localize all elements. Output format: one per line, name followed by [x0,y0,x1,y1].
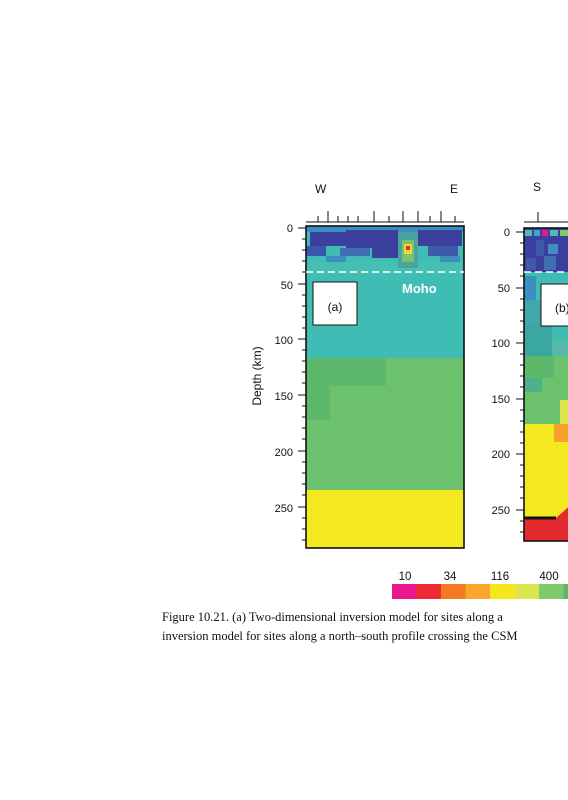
panel-b-south-label: S [533,180,541,194]
colorbar-swatch [441,584,466,599]
colorbar-swatch [465,584,491,599]
panel-b-label: (b) [555,301,568,315]
panel-b-tick-50: 50 [498,283,510,295]
panel-a-tick-250: 250 [275,503,293,515]
panel-a-site-ticks [306,211,464,223]
panel-a-tick-150: 150 [275,391,293,403]
panel-a-east-label: E [450,182,458,196]
panel-a-y-ticks [298,227,306,541]
panel-a-west-label: W [315,182,327,196]
panel-a-frame [305,225,465,549]
panel-a-resistive-blocks [306,226,464,268]
colorbar: 10 34 116 400 [392,571,568,599]
caption-line-1: Figure 10.21. (a) Two-dimensional invers… [162,610,503,624]
colorbar-swatches [392,584,568,599]
figure-caption: Figure 10.21. (a) Two-dimensional invers… [162,608,568,646]
colorbar-label-34: 34 [444,571,457,583]
panel-a-label-box [312,281,358,326]
panel-a-tick-200: 200 [275,447,293,459]
figure: W E (a) Moho 0 50 100 150 200 250 Depth … [250,180,568,599]
caption-line-2: inversion model for sites along a north–… [162,629,518,643]
panel-a-tick-100: 100 [275,335,293,347]
panel-a-label: (a) [328,300,343,314]
panel-b: S (b) 0 50 100 150 200 250 [492,180,568,542]
colorbar-swatch [392,584,417,599]
y-axis-label: Depth (km) [250,346,264,405]
colorbar-swatch [416,584,442,599]
panel-b-tick-150: 150 [492,394,510,406]
panel-b-frame [523,227,568,542]
panel-a-yellow-layer [306,490,464,548]
panel-b-y-ticks [516,231,524,533]
colorbar-swatch [563,584,568,599]
colorbar-label-10: 10 [399,571,412,583]
panel-b-tick-250: 250 [492,505,510,517]
colorbar-swatch [539,584,564,599]
panel-b-tick-0: 0 [504,227,510,239]
colorbar-label-400: 400 [539,571,558,583]
panel-a-tick-50: 50 [281,280,293,292]
colorbar-label-116: 116 [491,571,509,583]
panel-b-label-box [540,283,568,327]
panel-a-tick-0: 0 [287,223,293,235]
panel-b-tick-100: 100 [492,338,510,350]
panel-a-moho-label: Moho [402,281,437,296]
colorbar-swatch [514,584,540,599]
panel-a: W E (a) Moho 0 50 100 150 200 250 Depth … [250,182,465,549]
panel-b-tick-200: 200 [492,449,510,461]
colorbar-swatch [490,584,515,599]
